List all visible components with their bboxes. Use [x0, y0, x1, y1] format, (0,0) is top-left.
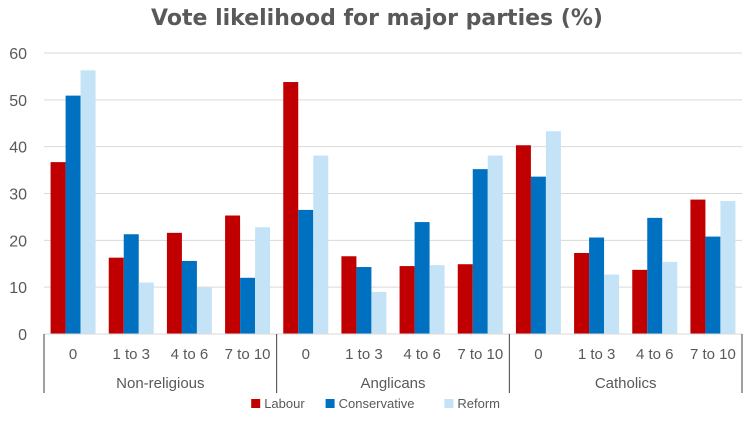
bar-labour-1 — [108, 257, 124, 334]
bar-labour-3 — [225, 215, 241, 334]
bar-conservative-4 — [298, 209, 314, 334]
bar-conservative-8 — [530, 176, 546, 334]
y-tick-label: 0 — [18, 327, 27, 344]
legend-label-labour: Labour — [264, 396, 305, 411]
legend-swatch-labour — [251, 399, 261, 408]
y-tick-label: 30 — [9, 187, 27, 204]
bar-conservative-2 — [181, 260, 197, 334]
legend-label-reform: Reform — [457, 396, 500, 411]
bar-reform-2 — [196, 287, 212, 334]
y-tick-label: 20 — [9, 233, 27, 250]
x-category-label: 4 to 6 — [171, 346, 209, 363]
bar-conservative-7 — [472, 169, 488, 334]
y-tick-label: 60 — [9, 46, 27, 63]
bar-reform-8 — [545, 131, 561, 334]
bar-reform-0 — [80, 70, 96, 334]
bar-labour-8 — [515, 145, 531, 334]
group-label: Anglicans — [360, 375, 425, 392]
bar-labour-10 — [632, 269, 648, 334]
x-category-label: 7 to 10 — [457, 346, 503, 363]
x-category-label: 7 to 10 — [690, 346, 736, 363]
bar-labour-6 — [399, 266, 415, 334]
group-label: Non-religious — [116, 375, 204, 392]
bar-conservative-0 — [65, 95, 81, 334]
bar-labour-2 — [166, 232, 182, 334]
bar-reform-5 — [371, 291, 387, 334]
bar-conservative-9 — [589, 237, 605, 334]
x-category-label: 1 to 3 — [345, 346, 383, 363]
bar-reform-4 — [313, 155, 329, 334]
bar-reform-9 — [604, 274, 620, 334]
bar-labour-0 — [50, 162, 66, 334]
bar-conservative-5 — [356, 267, 372, 334]
y-tick-label: 40 — [9, 140, 27, 157]
bar-conservative-10 — [647, 217, 663, 334]
legend-swatch-conservative — [325, 399, 335, 408]
bar-reform-1 — [138, 282, 154, 334]
x-category-label: 4 to 6 — [636, 346, 674, 363]
chart-title: Vote likelihood for major parties (%) — [151, 6, 603, 31]
bar-labour-5 — [341, 256, 357, 334]
group-label: Catholics — [595, 375, 657, 392]
bar-conservative-1 — [123, 234, 139, 334]
x-category-label: 0 — [534, 346, 542, 363]
x-category-label: 4 to 6 — [403, 346, 441, 363]
bar-conservative-6 — [414, 222, 430, 334]
bar-reform-11 — [720, 200, 736, 334]
bar-reform-3 — [255, 227, 271, 334]
x-category-label: 1 to 3 — [112, 346, 150, 363]
y-tick-label: 10 — [9, 280, 27, 297]
bar-labour-4 — [283, 82, 299, 334]
x-category-label: 0 — [69, 346, 77, 363]
legend-swatch-reform — [444, 399, 454, 408]
bar-conservative-11 — [705, 236, 721, 334]
bar-conservative-3 — [240, 277, 256, 334]
bar-reform-7 — [487, 155, 503, 334]
bar-labour-9 — [574, 252, 590, 334]
bar-labour-11 — [690, 199, 706, 334]
legend-label-conservative: Conservative — [339, 396, 415, 411]
bar-reform-6 — [429, 265, 445, 334]
y-tick-label: 50 — [9, 93, 27, 110]
x-category-label: 1 to 3 — [578, 346, 616, 363]
x-category-label: 0 — [302, 346, 310, 363]
x-category-label: 7 to 10 — [225, 346, 271, 363]
bar-reform-10 — [662, 261, 678, 334]
bar-labour-7 — [457, 264, 473, 334]
